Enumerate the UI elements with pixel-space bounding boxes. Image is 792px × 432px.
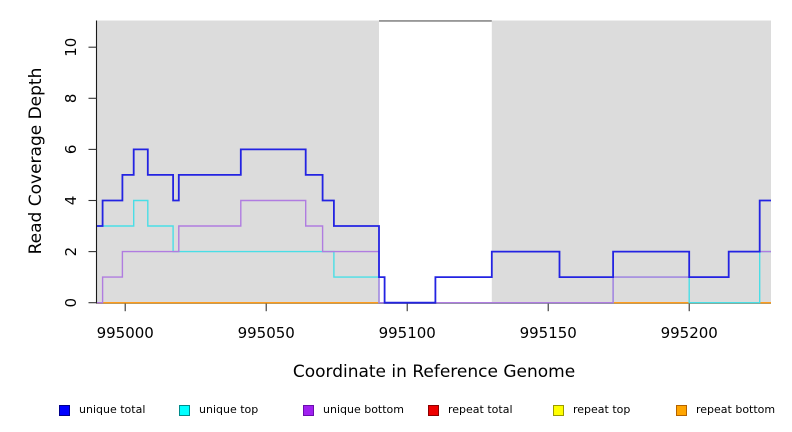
x-tick-label: 995050 xyxy=(238,324,295,342)
x-axis-title: Coordinate in Reference Genome xyxy=(293,362,575,382)
series-line-unique-total xyxy=(97,148,771,304)
x-tick-label: 995000 xyxy=(97,324,154,342)
legend-label: repeat total xyxy=(448,403,513,416)
legend-item-unique-bottom: unique bottom xyxy=(303,403,404,417)
x-tick-label: 995150 xyxy=(520,324,577,342)
legend-label: repeat top xyxy=(573,403,631,416)
legend-label: repeat bottom xyxy=(696,403,776,416)
chart-legend: unique total unique top unique bottom repea… xyxy=(0,399,792,425)
y-tick-label: 8 xyxy=(62,94,80,104)
legend-swatch-repeat-top xyxy=(553,404,564,416)
series-line-unique-top xyxy=(97,199,771,304)
legend-item-repeat-top: repeat top xyxy=(553,403,630,417)
legend-item-repeat-total: repeat total xyxy=(428,403,513,417)
y-tick-label: 4 xyxy=(62,196,80,206)
legend-item-repeat-bottom: repeat bottom xyxy=(676,403,775,417)
series-line-unique-bottom xyxy=(97,199,771,304)
x-tick-label: 995100 xyxy=(379,324,436,342)
legend-label: unique total xyxy=(79,403,146,416)
x-tick-label: 995200 xyxy=(661,324,718,342)
y-tick-label: 10 xyxy=(62,38,80,57)
y-tick-label: 2 xyxy=(62,247,80,257)
legend-item-unique-total: unique total xyxy=(59,403,145,417)
legend-label: unique bottom xyxy=(323,403,405,416)
legend-swatch-unique-top xyxy=(179,404,190,416)
legend-label: unique top xyxy=(199,403,259,416)
legend-swatch-repeat-bottom xyxy=(676,404,687,416)
legend-swatch-unique-total xyxy=(59,404,70,416)
panel-band-1 xyxy=(491,20,771,304)
y-tick-label: 0 xyxy=(62,298,80,308)
y-axis-title: Read Coverage Depth xyxy=(26,68,46,255)
y-tick-label: 6 xyxy=(62,145,80,155)
legend-swatch-repeat-total xyxy=(428,404,439,416)
legend-item-unique-top: unique top xyxy=(179,403,258,417)
panel-band-0 xyxy=(97,20,380,304)
legend-swatch-unique-bottom xyxy=(303,404,314,416)
